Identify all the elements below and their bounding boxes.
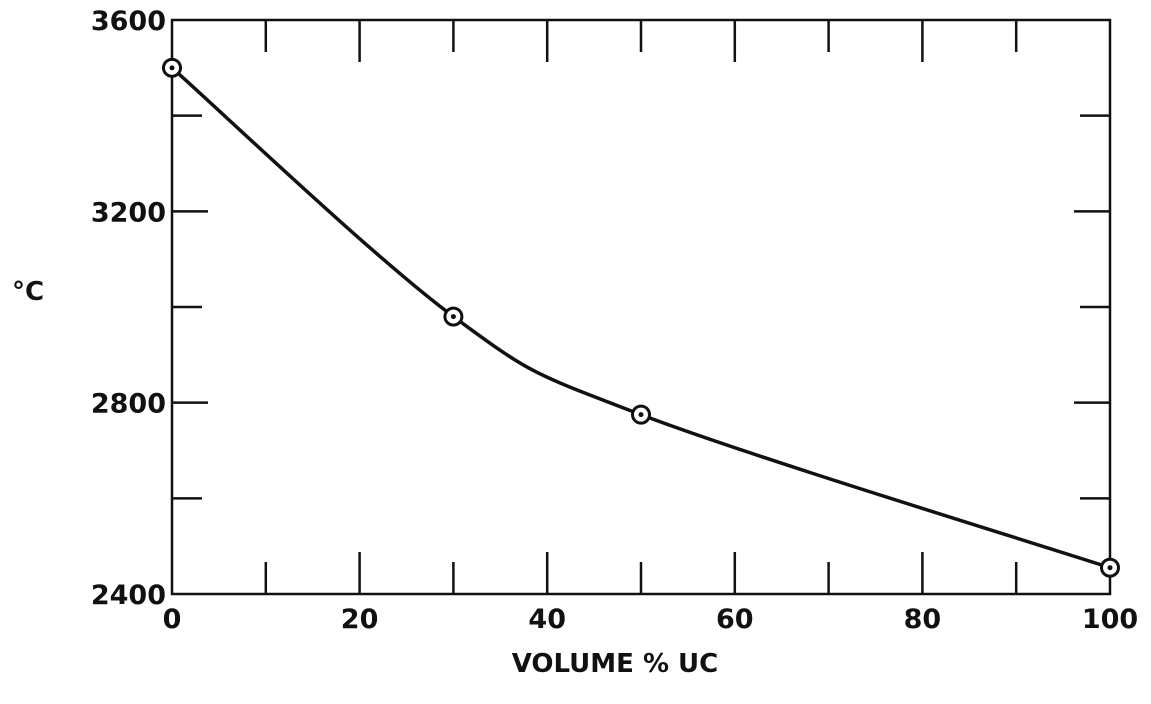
x-tick-label: 20 <box>341 604 379 635</box>
y-tick-label: 2400 <box>91 580 166 611</box>
x-tick-label: 40 <box>528 604 566 635</box>
x-axis-title: VOLUME % UC <box>512 649 719 679</box>
data-point-center <box>450 314 456 320</box>
data-point <box>443 306 464 327</box>
y-tick-label: 3600 <box>91 6 166 37</box>
x-tick-label: 60 <box>716 604 754 635</box>
axis-ticks <box>172 20 1110 594</box>
y-tick-label: 2800 <box>91 389 166 420</box>
x-tick-label: 80 <box>904 604 942 635</box>
series-line <box>170 66 1111 570</box>
series <box>162 57 1120 578</box>
plot-frame <box>170 18 1112 596</box>
y-tick-label: 3200 <box>91 197 166 228</box>
x-tick-label: 100 <box>1082 604 1138 635</box>
data-point-center <box>169 65 175 71</box>
x-tick-label: 0 <box>163 604 182 635</box>
plot-area <box>170 18 1112 596</box>
tick-labels: 0 20 40 60 80 100 2400 2800 3200 3600 <box>91 6 1138 635</box>
y-axis-title: °C <box>12 277 44 307</box>
data-point-center <box>1107 565 1113 571</box>
data-point <box>631 404 651 425</box>
data-point <box>162 57 182 78</box>
data-point <box>1100 557 1120 578</box>
data-point-center <box>638 412 644 418</box>
